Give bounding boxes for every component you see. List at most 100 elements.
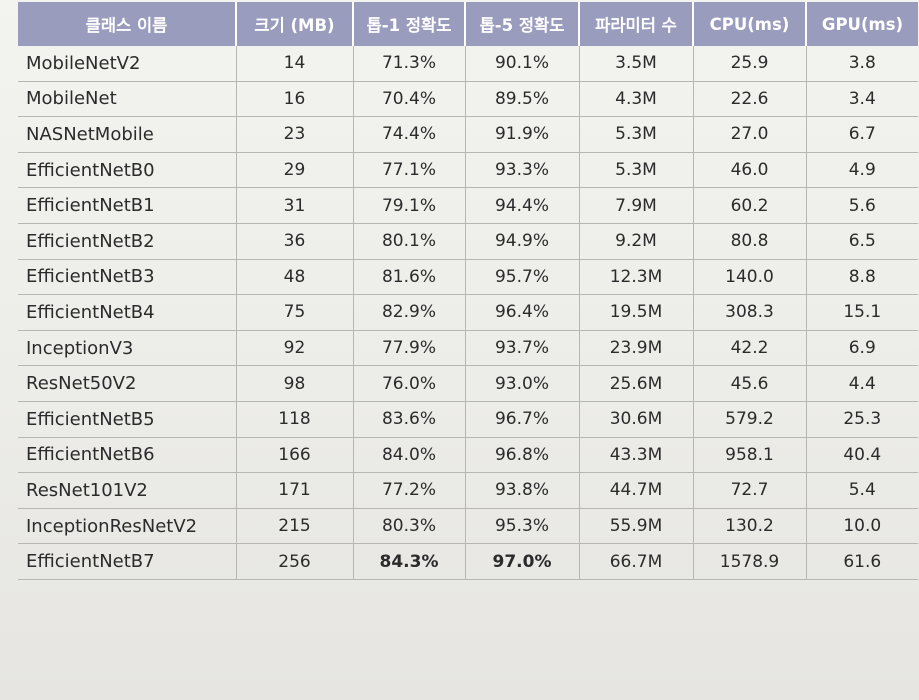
cell-size: 171 [236, 472, 354, 509]
table-row: EfficientNetB0 29 77.1% 93.3% 5.3M 46.0 4.9 [18, 152, 918, 189]
cell-top5: 97.0% [465, 543, 580, 580]
table-row: EfficientNetB6 166 84.0% 96.8% 43.3M 958.1 40.… [18, 437, 918, 474]
header-gpu: GPU(ms) [806, 2, 918, 46]
cell-params: 12.3M [579, 259, 694, 296]
cell-top5: 96.4% [465, 294, 580, 331]
cell-params: 23.9M [579, 330, 694, 367]
cell-top5: 89.5% [465, 81, 580, 118]
header-size: 크기 (MB) [236, 2, 354, 46]
cell-cpu: 27.0 [693, 116, 807, 153]
cell-gpu: 3.8 [806, 46, 918, 82]
cell-top1: 77.1% [353, 152, 466, 189]
header-top5: 톱-5 정확도 [465, 2, 580, 46]
cell-class-name: NASNetMobile [18, 116, 237, 153]
cell-class-name: EfficientNetB4 [18, 294, 237, 331]
cell-gpu: 3.4 [806, 81, 918, 118]
cell-top5: 93.3% [465, 152, 580, 189]
cell-size: 118 [236, 401, 354, 438]
cell-gpu: 6.7 [806, 116, 918, 153]
cell-top5: 96.7% [465, 401, 580, 438]
table-body: MobileNetV2 14 71.3% 90.1% 3.5M 25.9 3.8 Mobile… [18, 46, 918, 580]
cell-size: 23 [236, 116, 354, 153]
cell-size: 256 [236, 543, 354, 580]
cell-class-name: InceptionV3 [18, 330, 237, 367]
table-header-row: 클래스 이름 크기 (MB) 톱-1 정확도 톱-5 정확도 파라미터 수 CPU(ms)… [18, 2, 918, 46]
table-header: 클래스 이름 크기 (MB) 톱-1 정확도 톱-5 정확도 파라미터 수 CPU(ms)… [18, 2, 918, 46]
header-top1: 톱-1 정확도 [353, 2, 466, 46]
cell-size: 215 [236, 508, 354, 545]
cell-top1: 84.3% [353, 543, 466, 580]
cell-top1: 84.0% [353, 437, 466, 474]
cell-gpu: 6.5 [806, 223, 918, 260]
cell-cpu: 80.8 [693, 223, 807, 260]
cell-top1: 71.3% [353, 46, 466, 82]
cell-params: 55.9M [579, 508, 694, 545]
cell-params: 4.3M [579, 81, 694, 118]
cell-top1: 76.0% [353, 365, 466, 402]
cell-cpu: 42.2 [693, 330, 807, 367]
cell-cpu: 46.0 [693, 152, 807, 189]
cell-class-name: ResNet50V2 [18, 365, 237, 402]
cell-top5: 93.8% [465, 472, 580, 509]
cell-class-name: ResNet101V2 [18, 472, 237, 509]
cell-size: 92 [236, 330, 354, 367]
cell-gpu: 5.4 [806, 472, 918, 509]
cell-cpu: 22.6 [693, 81, 807, 118]
cell-gpu: 5.6 [806, 187, 918, 224]
cell-class-name: InceptionResNetV2 [18, 508, 237, 545]
header-class-name: 클래스 이름 [18, 2, 237, 46]
cell-params: 43.3M [579, 437, 694, 474]
cell-class-name: EfficientNetB0 [18, 152, 237, 189]
cell-params: 3.5M [579, 46, 694, 82]
cell-gpu: 4.4 [806, 365, 918, 402]
cell-cpu: 25.9 [693, 46, 807, 82]
cell-size: 75 [236, 294, 354, 331]
cell-cpu: 130.2 [693, 508, 807, 545]
cell-size: 14 [236, 46, 354, 82]
table-row: MobileNetV2 14 71.3% 90.1% 3.5M 25.9 3.8 [18, 46, 918, 82]
cell-params: 19.5M [579, 294, 694, 331]
cell-top1: 79.1% [353, 187, 466, 224]
cell-class-name: EfficientNetB2 [18, 223, 237, 260]
cell-top5: 93.0% [465, 365, 580, 402]
cell-size: 166 [236, 437, 354, 474]
cell-cpu: 958.1 [693, 437, 807, 474]
cell-params: 9.2M [579, 223, 694, 260]
header-params: 파라미터 수 [579, 2, 694, 46]
cell-cpu: 1578.9 [693, 543, 807, 580]
cell-class-name: EfficientNetB1 [18, 187, 237, 224]
cell-size: 98 [236, 365, 354, 402]
cell-top5: 91.9% [465, 116, 580, 153]
cell-gpu: 15.1 [806, 294, 918, 331]
table-row: EfficientNetB1 31 79.1% 94.4% 7.9M 60.2 5.6 [18, 187, 918, 224]
cell-top1: 70.4% [353, 81, 466, 118]
table-row: ResNet101V2 171 77.2% 93.8% 44.7M 72.7 5.4 [18, 472, 918, 509]
table-row: NASNetMobile 23 74.4% 91.9% 5.3M 27.0 6.7 [18, 116, 918, 153]
cell-top1: 77.2% [353, 472, 466, 509]
cell-class-name: EfficientNetB7 [18, 543, 237, 580]
model-comparison-table: 클래스 이름 크기 (MB) 톱-1 정확도 톱-5 정확도 파라미터 수 CPU(ms)… [18, 2, 918, 580]
cell-top5: 96.8% [465, 437, 580, 474]
cell-class-name: EfficientNetB3 [18, 259, 237, 296]
cell-size: 48 [236, 259, 354, 296]
table-row: EfficientNetB2 36 80.1% 94.9% 9.2M 80.8 6.5 [18, 223, 918, 260]
cell-top5: 93.7% [465, 330, 580, 367]
table-row: EfficientNetB7 256 84.3% 97.0% 66.7M 1578.9 61… [18, 543, 918, 580]
header-cpu: CPU(ms) [693, 2, 807, 46]
table-row: MobileNet 16 70.4% 89.5% 4.3M 22.6 3.4 [18, 81, 918, 118]
cell-top1: 81.6% [353, 259, 466, 296]
cell-top1: 80.3% [353, 508, 466, 545]
table-row: InceptionV3 92 77.9% 93.7% 23.9M 42.2 6.9 [18, 330, 918, 367]
cell-cpu: 308.3 [693, 294, 807, 331]
cell-params: 30.6M [579, 401, 694, 438]
cell-top5: 90.1% [465, 46, 580, 82]
cell-params: 44.7M [579, 472, 694, 509]
cell-params: 66.7M [579, 543, 694, 580]
cell-top5: 95.7% [465, 259, 580, 296]
cell-top1: 82.9% [353, 294, 466, 331]
table-row: InceptionResNetV2 215 80.3% 95.3% 55.9M 130.2… [18, 508, 918, 545]
table-row: EfficientNetB3 48 81.6% 95.7% 12.3M 140.0 8.8 [18, 259, 918, 296]
cell-class-name: MobileNetV2 [18, 46, 237, 82]
cell-size: 29 [236, 152, 354, 189]
